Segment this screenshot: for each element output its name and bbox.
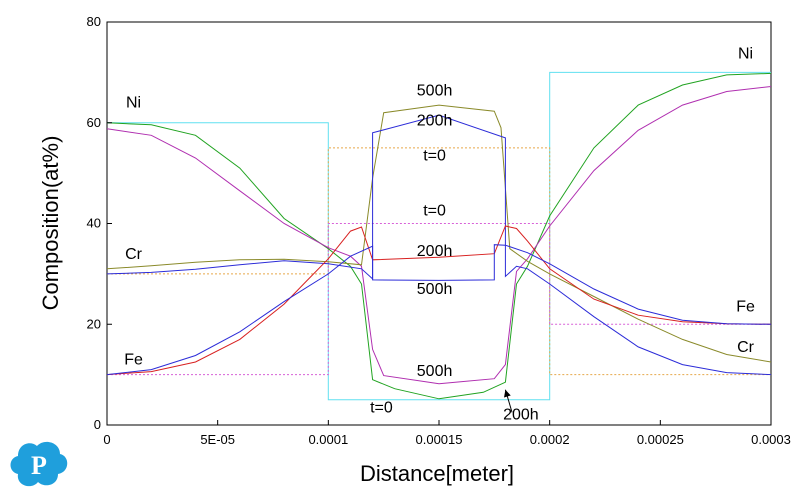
- annotation-label: 200h: [503, 406, 539, 423]
- arrow-head: [504, 389, 511, 398]
- x-tick-label: 0.0003: [751, 432, 791, 447]
- annotation-label: Fe: [124, 352, 143, 369]
- annotation-label: Ni: [738, 45, 753, 62]
- x-tick-label: 5E-05: [200, 432, 235, 447]
- y-axis-title: Composition(at%): [38, 136, 63, 311]
- x-axis-title: Distance[meter]: [360, 461, 514, 486]
- x-tick-label: 0.00025: [637, 432, 684, 447]
- annotation-label: Fe: [736, 299, 755, 316]
- annotation-label: 500h: [417, 83, 453, 100]
- series-line-ni_200h: [106, 86, 772, 385]
- x-tick-label: 0.0001: [308, 432, 348, 447]
- series-line-fe_500h: [106, 225, 772, 376]
- annotation-label: Cr: [125, 246, 143, 263]
- annotation-label: 500h: [417, 363, 453, 380]
- annotation-label: Cr: [737, 339, 755, 356]
- series-line-cr_500h: [106, 104, 772, 363]
- annotation-label: t=0: [370, 399, 393, 416]
- y-tick-label: 20: [87, 316, 101, 331]
- y-tick-label: 0: [94, 417, 101, 432]
- y-tick-label: 60: [87, 115, 101, 130]
- x-tick-label: 0: [103, 432, 110, 447]
- y-tick-label: 80: [87, 14, 101, 29]
- series-line-ni_t0: [107, 71, 771, 401]
- annotation-label: 200h: [417, 243, 453, 260]
- series-line-cr_t0: [107, 147, 771, 376]
- logo-icon: P: [10, 441, 68, 487]
- x-tick-label: 0.00015: [416, 432, 463, 447]
- annotation-label: 500h: [417, 281, 453, 298]
- annotation-label: 200h: [417, 112, 453, 129]
- series-line-cr_200h: [106, 114, 772, 376]
- annotation-label: t=0: [423, 148, 446, 165]
- series-line-fe_200h: [106, 244, 772, 376]
- series-line-ni_500h: [106, 72, 772, 400]
- annotation-label: Ni: [126, 95, 141, 112]
- annotation-label: t=0: [423, 202, 446, 219]
- svg-text:P: P: [31, 451, 47, 480]
- y-tick-label: 40: [87, 216, 101, 231]
- x-tick-label: 0.0002: [530, 432, 570, 447]
- series-line-fe_t0: [107, 223, 771, 376]
